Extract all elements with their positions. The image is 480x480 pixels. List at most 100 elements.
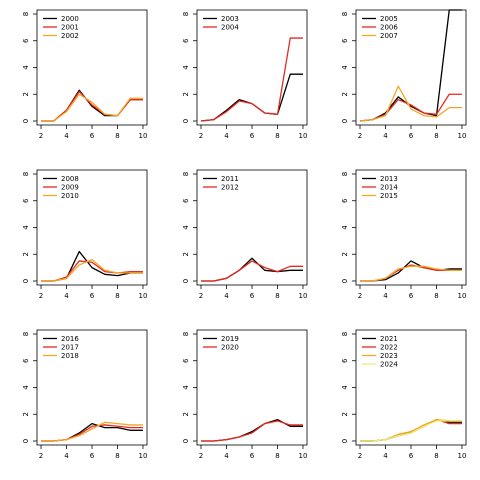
series-line-2013 [360,260,462,282]
x-tick-label: 10 [139,452,148,460]
y-tick-label: 4 [341,385,349,390]
x-tick-label: 6 [250,292,255,300]
legend-label: 2012 [221,184,239,192]
y-tick-label: 0 [182,279,190,283]
y-tick-label: 4 [22,385,30,390]
legend-label: 2019 [221,335,239,343]
y-tick-label: 6 [22,358,30,363]
y-tick-label: 6 [341,358,349,363]
legend-label: 2006 [380,24,398,32]
x-tick-label: 4 [224,292,229,300]
x-tick-label: 2 [199,452,203,460]
y-tick-label: 8 [182,172,190,176]
x-tick-label: 10 [299,452,308,460]
series-line-2020 [201,420,303,442]
legend-label: 2021 [380,335,398,343]
x-tick-label: 2 [358,452,362,460]
series-line-2012 [201,260,303,282]
y-tick-label: 2 [341,412,349,416]
y-tick-label: 4 [341,225,349,230]
legend-label: 2018 [61,352,79,360]
y-tick-label: 6 [341,198,349,203]
y-tick-label: 8 [182,332,190,336]
x-tick-label: 6 [250,132,255,140]
y-tick-label: 0 [22,279,30,283]
legend-label: 2022 [380,344,398,352]
legend-label: 2015 [380,192,398,200]
series-line-2006 [359,93,462,122]
legend-label: 2009 [61,184,79,192]
x-tick-label: 8 [115,132,119,140]
series-line-2019 [201,418,303,442]
x-tick-label: 4 [383,452,388,460]
x-tick-label: 10 [458,452,467,460]
legend-label: 2000 [61,15,79,23]
x-tick-label: 4 [224,132,229,140]
x-tick-label: 2 [358,132,362,140]
y-tick-label: 8 [22,172,30,176]
y-tick-label: 2 [22,252,30,256]
x-tick-label: 4 [64,132,69,140]
series-line-2009 [41,260,143,282]
y-tick-label: 6 [22,198,30,203]
legend-label: 2016 [61,335,79,343]
x-tick-label: 8 [275,132,279,140]
x-tick-label: 6 [90,452,95,460]
x-tick-label: 2 [199,132,203,140]
x-tick-label: 6 [409,132,414,140]
series-line-2008 [41,250,143,282]
series-line-2014 [360,264,462,282]
x-tick-label: 10 [458,292,467,300]
series-line-2004 [200,37,303,122]
legend-label: 2001 [61,24,79,32]
legend-label: 2005 [380,15,398,23]
legend-label: 2008 [61,175,79,183]
y-tick-label: 2 [182,252,190,256]
legend-label: 2013 [380,175,398,183]
y-tick-label: 8 [341,332,349,336]
x-tick-label: 4 [383,132,388,140]
x-tick-label: 8 [434,292,438,300]
y-tick-label: 6 [182,38,190,43]
y-tick-label: 8 [22,332,30,336]
legend-label: 2020 [221,344,239,352]
y-tick-label: 4 [22,225,30,230]
x-tick-label: 6 [409,292,414,300]
x-tick-label: 6 [90,292,95,300]
x-tick-label: 6 [250,452,255,460]
x-tick-label: 2 [39,132,43,140]
y-tick-label: 0 [182,439,190,443]
series-line-2018 [41,421,143,442]
x-tick-label: 2 [39,292,43,300]
y-tick-label: 8 [182,12,190,16]
y-tick-label: 2 [341,252,349,256]
y-tick-label: 2 [182,412,190,416]
x-tick-label: 10 [139,292,148,300]
x-tick-label: 6 [90,132,95,140]
y-tick-label: 8 [341,12,349,16]
x-tick-label: 8 [434,452,438,460]
legend-label: 2002 [61,32,79,40]
y-tick-label: 0 [341,119,349,123]
y-tick-label: 0 [341,279,349,283]
legend-label: 2003 [221,15,239,23]
series-line-2002 [41,93,143,122]
x-tick-label: 10 [458,132,467,140]
y-tick-label: 0 [341,439,349,443]
legend-label: 2007 [380,32,398,40]
series-line-2007 [359,85,462,122]
series-line-2010 [41,258,143,282]
y-tick-label: 8 [22,12,30,16]
series-line-2022 [360,418,462,442]
y-tick-label: 4 [182,65,190,70]
y-tick-label: 0 [22,439,30,443]
series-line-2017 [41,424,143,442]
y-tick-label: 4 [182,385,190,390]
legend-label: 2004 [221,24,239,32]
